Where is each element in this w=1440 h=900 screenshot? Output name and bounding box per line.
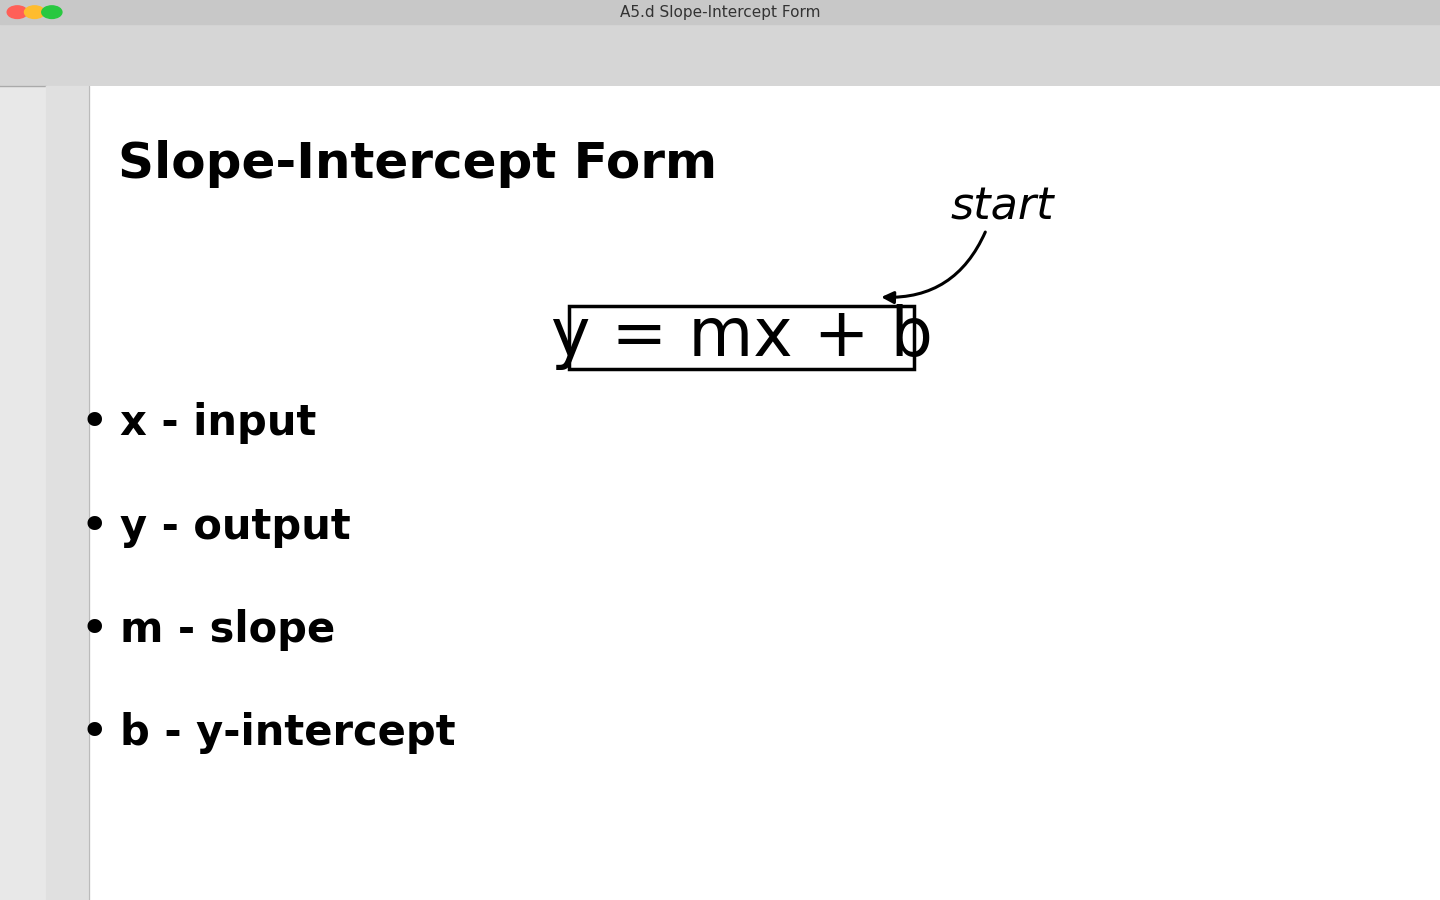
Text: A5.d Slope-Intercept Form: A5.d Slope-Intercept Form	[619, 4, 821, 20]
Text: start: start	[950, 185, 1054, 229]
Text: •: •	[79, 502, 108, 551]
Bar	[0, 86, 46, 900]
Text: y = mx + b: y = mx + b	[550, 304, 933, 371]
Bar	[0, 0, 1440, 24]
Text: •: •	[79, 399, 108, 447]
Text: •: •	[79, 606, 108, 654]
Text: m - slope: m - slope	[120, 609, 334, 651]
Circle shape	[7, 5, 27, 18]
Text: b - y-intercept: b - y-intercept	[120, 713, 455, 754]
Text: x - input: x - input	[120, 402, 315, 444]
Bar	[46, 86, 89, 900]
Text: y - output: y - output	[120, 506, 350, 547]
Text: •: •	[79, 709, 108, 758]
Bar	[569, 306, 914, 369]
Circle shape	[42, 5, 62, 18]
Text: Slope-Intercept Form: Slope-Intercept Form	[118, 140, 717, 187]
Bar	[0, 0, 1440, 86]
Circle shape	[24, 5, 45, 18]
